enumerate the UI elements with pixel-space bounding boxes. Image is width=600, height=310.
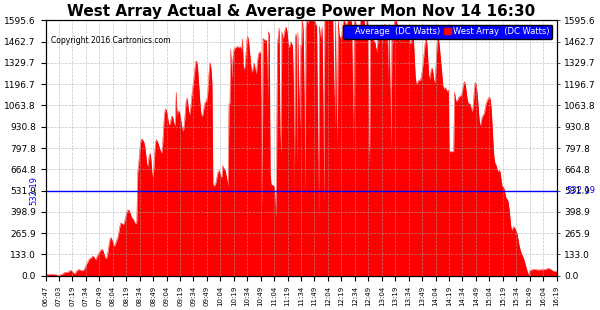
- Legend: Average  (DC Watts), West Array  (DC Watts): Average (DC Watts), West Array (DC Watts…: [343, 24, 553, 38]
- Text: 532.19: 532.19: [30, 176, 39, 205]
- Title: West Array Actual & Average Power Mon Nov 14 16:30: West Array Actual & Average Power Mon No…: [67, 4, 535, 19]
- Text: 532.19: 532.19: [567, 186, 596, 195]
- Text: Copyright 2016 Cartronics.com: Copyright 2016 Cartronics.com: [50, 36, 170, 45]
